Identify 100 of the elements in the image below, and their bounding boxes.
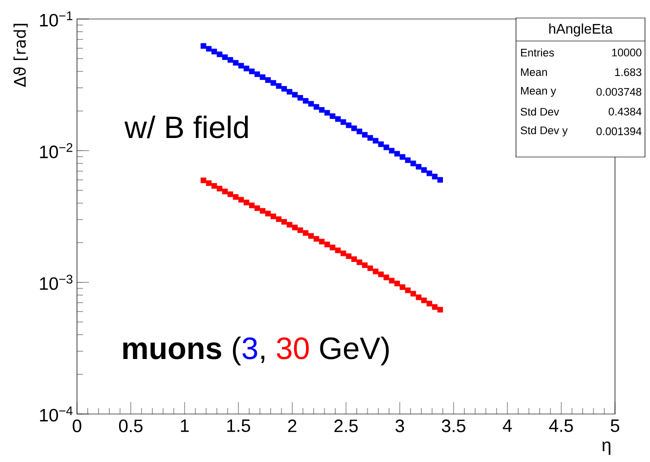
point xyxy=(216,52,222,58)
point xyxy=(388,148,395,154)
point xyxy=(351,125,357,132)
point xyxy=(286,222,292,228)
point xyxy=(206,180,212,186)
point xyxy=(421,167,427,173)
point xyxy=(228,191,234,198)
point xyxy=(351,256,357,262)
point xyxy=(249,68,255,74)
point xyxy=(330,244,336,250)
annotation: Mean y xyxy=(521,86,556,97)
point xyxy=(302,98,308,104)
point xyxy=(286,89,292,95)
annotation: 30 xyxy=(276,337,309,360)
point xyxy=(346,122,352,128)
point xyxy=(416,294,422,300)
point xyxy=(335,116,341,122)
point xyxy=(437,177,443,183)
point xyxy=(346,253,352,259)
point xyxy=(222,54,228,60)
point xyxy=(265,77,271,83)
point xyxy=(384,144,390,150)
point xyxy=(362,262,368,268)
point xyxy=(384,274,390,280)
x-tick-label: 0 xyxy=(72,420,82,432)
point xyxy=(378,141,384,147)
point xyxy=(308,233,314,239)
point xyxy=(254,71,260,77)
point xyxy=(367,135,374,141)
point xyxy=(362,132,368,138)
x-tick-label: 2 xyxy=(288,420,296,432)
text: 1.683 xyxy=(615,68,642,76)
point xyxy=(400,284,406,290)
point xyxy=(314,236,320,242)
point xyxy=(410,290,416,296)
point xyxy=(232,60,239,66)
point xyxy=(394,280,400,286)
x-tick-label: 4.5 xyxy=(549,420,573,432)
point xyxy=(340,119,346,125)
point xyxy=(356,259,362,266)
point xyxy=(388,278,395,284)
point xyxy=(421,298,427,304)
point xyxy=(437,306,443,312)
point xyxy=(372,268,378,274)
y-tick-label: 10$^{−3}$ xyxy=(40,274,72,290)
x-tick-label: 0.5 xyxy=(119,420,143,432)
annotation: , xyxy=(261,356,264,363)
point xyxy=(432,174,438,180)
point xyxy=(249,202,255,208)
annotation: Std Dev y xyxy=(520,126,568,136)
x-tick-label: 3 xyxy=(396,420,404,432)
y-tick-label: 10$^{−1}$ xyxy=(40,11,72,27)
point xyxy=(432,304,438,310)
x-tick-label: 2.5 xyxy=(334,420,358,432)
point xyxy=(426,170,432,176)
point xyxy=(281,219,287,225)
annotation: Mean xyxy=(521,68,547,76)
point xyxy=(335,248,341,254)
point xyxy=(281,86,287,92)
x-tick-label: 4 xyxy=(502,420,512,432)
point xyxy=(244,200,250,206)
point xyxy=(356,128,362,134)
point xyxy=(238,196,244,203)
annotation: muons ( xyxy=(123,336,242,366)
point xyxy=(206,46,212,52)
point xyxy=(318,238,325,244)
point xyxy=(324,110,330,116)
point xyxy=(308,100,314,107)
point xyxy=(200,178,206,184)
point xyxy=(254,205,260,211)
point xyxy=(200,43,206,49)
point xyxy=(270,80,276,86)
annotation: 10000 xyxy=(612,48,642,56)
point xyxy=(276,216,282,222)
point xyxy=(400,154,406,160)
point xyxy=(276,83,282,89)
annotation: w/ B field xyxy=(124,116,248,138)
x-tick-label: 1 xyxy=(180,420,189,432)
point xyxy=(265,210,271,216)
point xyxy=(222,188,228,194)
point xyxy=(314,104,320,110)
point xyxy=(372,138,378,144)
annotation: GeV) xyxy=(320,336,389,366)
point xyxy=(378,272,384,278)
annotation: Entries xyxy=(521,48,554,57)
y-tick-label: 10$^{−4}$ xyxy=(40,406,73,422)
x-tick-label: 5 xyxy=(610,420,620,432)
x-tick-label: 1.5 xyxy=(227,420,250,432)
y-tick-label: 10$^{−2}$ xyxy=(40,143,72,158)
point xyxy=(416,164,422,170)
point xyxy=(297,95,304,101)
point xyxy=(260,74,266,80)
point xyxy=(394,150,400,157)
point xyxy=(232,194,239,200)
point xyxy=(302,230,308,236)
point xyxy=(270,214,276,220)
point xyxy=(324,242,330,248)
point xyxy=(318,107,325,113)
annotation: 0.4384 xyxy=(608,108,642,116)
annotation: Std Dev xyxy=(520,108,560,116)
